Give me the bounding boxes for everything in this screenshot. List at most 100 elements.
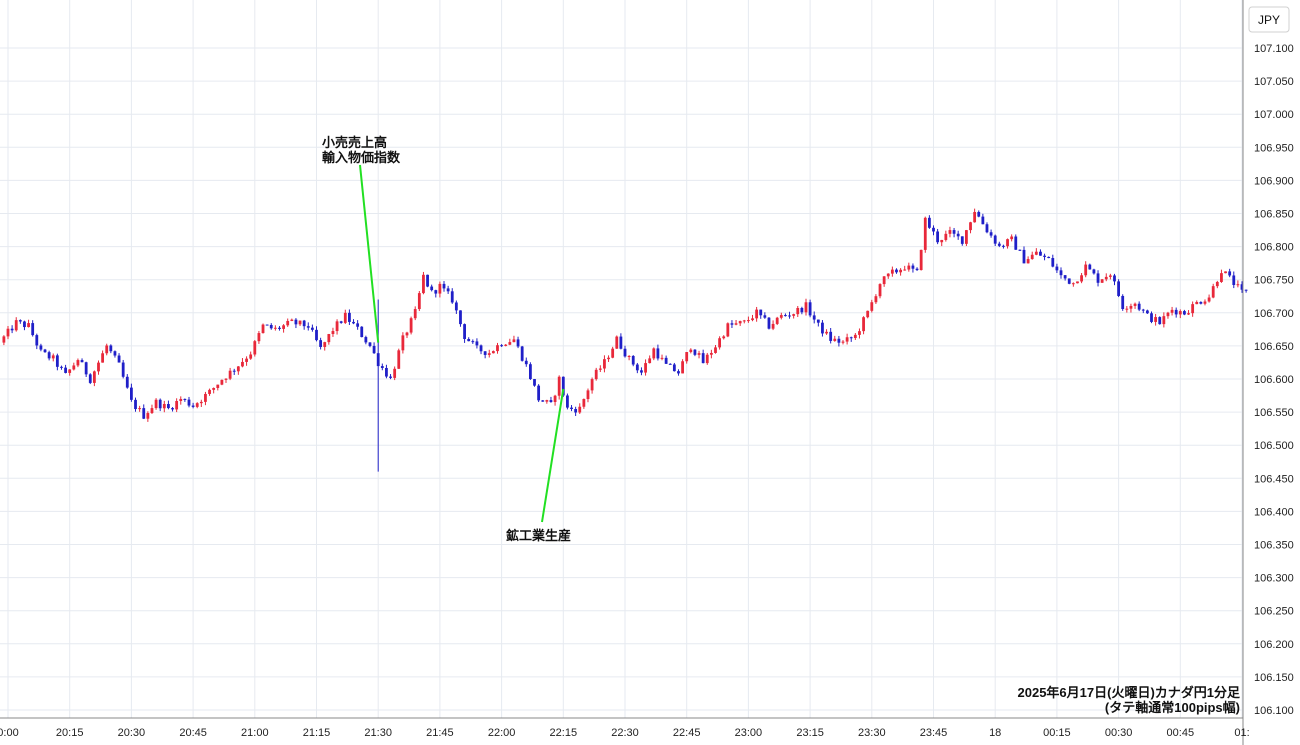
candle-body — [1244, 289, 1248, 291]
candle-body — [804, 302, 808, 313]
candle-body — [109, 345, 113, 352]
candle-body — [1207, 297, 1211, 302]
candle-body — [640, 370, 643, 373]
candle-body — [409, 318, 413, 333]
candle-body — [755, 309, 759, 319]
candle-body — [105, 345, 109, 354]
candle-body — [175, 401, 179, 410]
candle-body — [360, 326, 364, 338]
y-tick-label: 107.050 — [1254, 76, 1294, 88]
candle-body — [430, 286, 434, 291]
candle-body — [1080, 275, 1083, 282]
y-tick-label: 106.900 — [1254, 175, 1294, 187]
candle-body — [368, 342, 372, 346]
candle-body — [598, 368, 602, 370]
candle-body — [290, 319, 294, 321]
candle-body — [199, 401, 203, 404]
candle-body — [1096, 273, 1100, 283]
candle-body — [422, 274, 425, 294]
candle-body — [1067, 278, 1071, 284]
candle-body — [594, 369, 598, 380]
y-tick-label: 106.500 — [1254, 440, 1294, 452]
candle-body — [1014, 236, 1018, 250]
candle-body — [808, 302, 812, 316]
candle-body — [1166, 312, 1170, 317]
y-tick-label: 106.700 — [1254, 308, 1294, 320]
candle-body — [212, 387, 216, 390]
candle-body — [858, 331, 861, 335]
candle-body — [463, 324, 466, 339]
candle-body — [228, 370, 232, 379]
candle-body — [578, 406, 582, 413]
candle-body — [401, 335, 405, 351]
candle-body — [1006, 239, 1009, 247]
time-axis: 0:00 20:15 20:30 20:45 21:00 21:15 21:30 21:45 2… — [0, 727, 1250, 739]
candle-body — [417, 293, 421, 310]
candle-body — [1125, 308, 1129, 310]
candle-body — [491, 351, 495, 354]
candle-body — [348, 312, 351, 322]
candle-body — [162, 403, 166, 409]
annotation-label: 輸入物価指数 — [322, 150, 401, 165]
candle-body — [397, 350, 401, 369]
candle-body — [1195, 301, 1199, 305]
y-tick-label: 106.250 — [1254, 606, 1294, 618]
candle-body — [726, 323, 730, 337]
candle-body — [1150, 313, 1153, 322]
candle-body — [582, 399, 586, 407]
candle-body — [405, 332, 409, 336]
candle-body — [158, 399, 162, 409]
candle-body — [335, 321, 339, 332]
candle-body — [829, 331, 833, 341]
candle-body — [1113, 275, 1116, 282]
candle-body — [450, 291, 454, 303]
candle-body — [224, 378, 228, 380]
candle-body — [1104, 276, 1108, 280]
candle-body — [751, 318, 754, 321]
candle-body — [1055, 266, 1059, 271]
candle-body — [512, 339, 516, 343]
candle-body — [775, 317, 779, 324]
candle-body — [84, 362, 88, 375]
candle-body — [792, 314, 796, 316]
candle-body — [747, 320, 750, 322]
candle-body — [1039, 251, 1042, 256]
candle-body — [833, 338, 837, 341]
candle-body — [759, 309, 763, 316]
candle-body — [446, 288, 450, 292]
candle-body — [117, 355, 121, 363]
candle-body — [1018, 249, 1022, 251]
chart-caption-line2: (タテ軸通常100pips幅) — [1105, 700, 1240, 715]
candle-body — [697, 353, 701, 355]
x-tick-label: 22:00 — [488, 727, 516, 739]
candle-body — [660, 357, 664, 359]
candle-body — [500, 345, 503, 347]
annotation-leader-line — [359, 164, 380, 343]
candle-body — [101, 353, 105, 363]
candle-body — [533, 379, 536, 386]
candle-body — [294, 319, 298, 325]
candle-body — [487, 353, 491, 355]
candle-body — [319, 340, 323, 347]
candle-body — [631, 355, 635, 365]
candle-body — [130, 387, 133, 400]
candle-body — [899, 269, 902, 273]
candle-body — [1071, 283, 1075, 285]
candle-body — [952, 230, 956, 234]
candle-body — [561, 376, 565, 396]
x-tick-label: 21:00 — [241, 727, 269, 739]
candle-body — [6, 328, 10, 337]
candle-body — [496, 345, 499, 352]
candle-body — [821, 322, 824, 334]
candle-body — [779, 315, 783, 318]
candle-body — [138, 408, 142, 410]
candle-body — [232, 370, 236, 372]
candle-body — [47, 352, 51, 359]
candle-body — [121, 362, 125, 377]
candle-body — [364, 337, 368, 343]
candle-body — [878, 284, 882, 297]
currency-box[interactable] — [1248, 6, 1290, 33]
candle-body — [372, 345, 376, 354]
candle-body — [648, 358, 652, 364]
candle-body — [940, 239, 944, 243]
